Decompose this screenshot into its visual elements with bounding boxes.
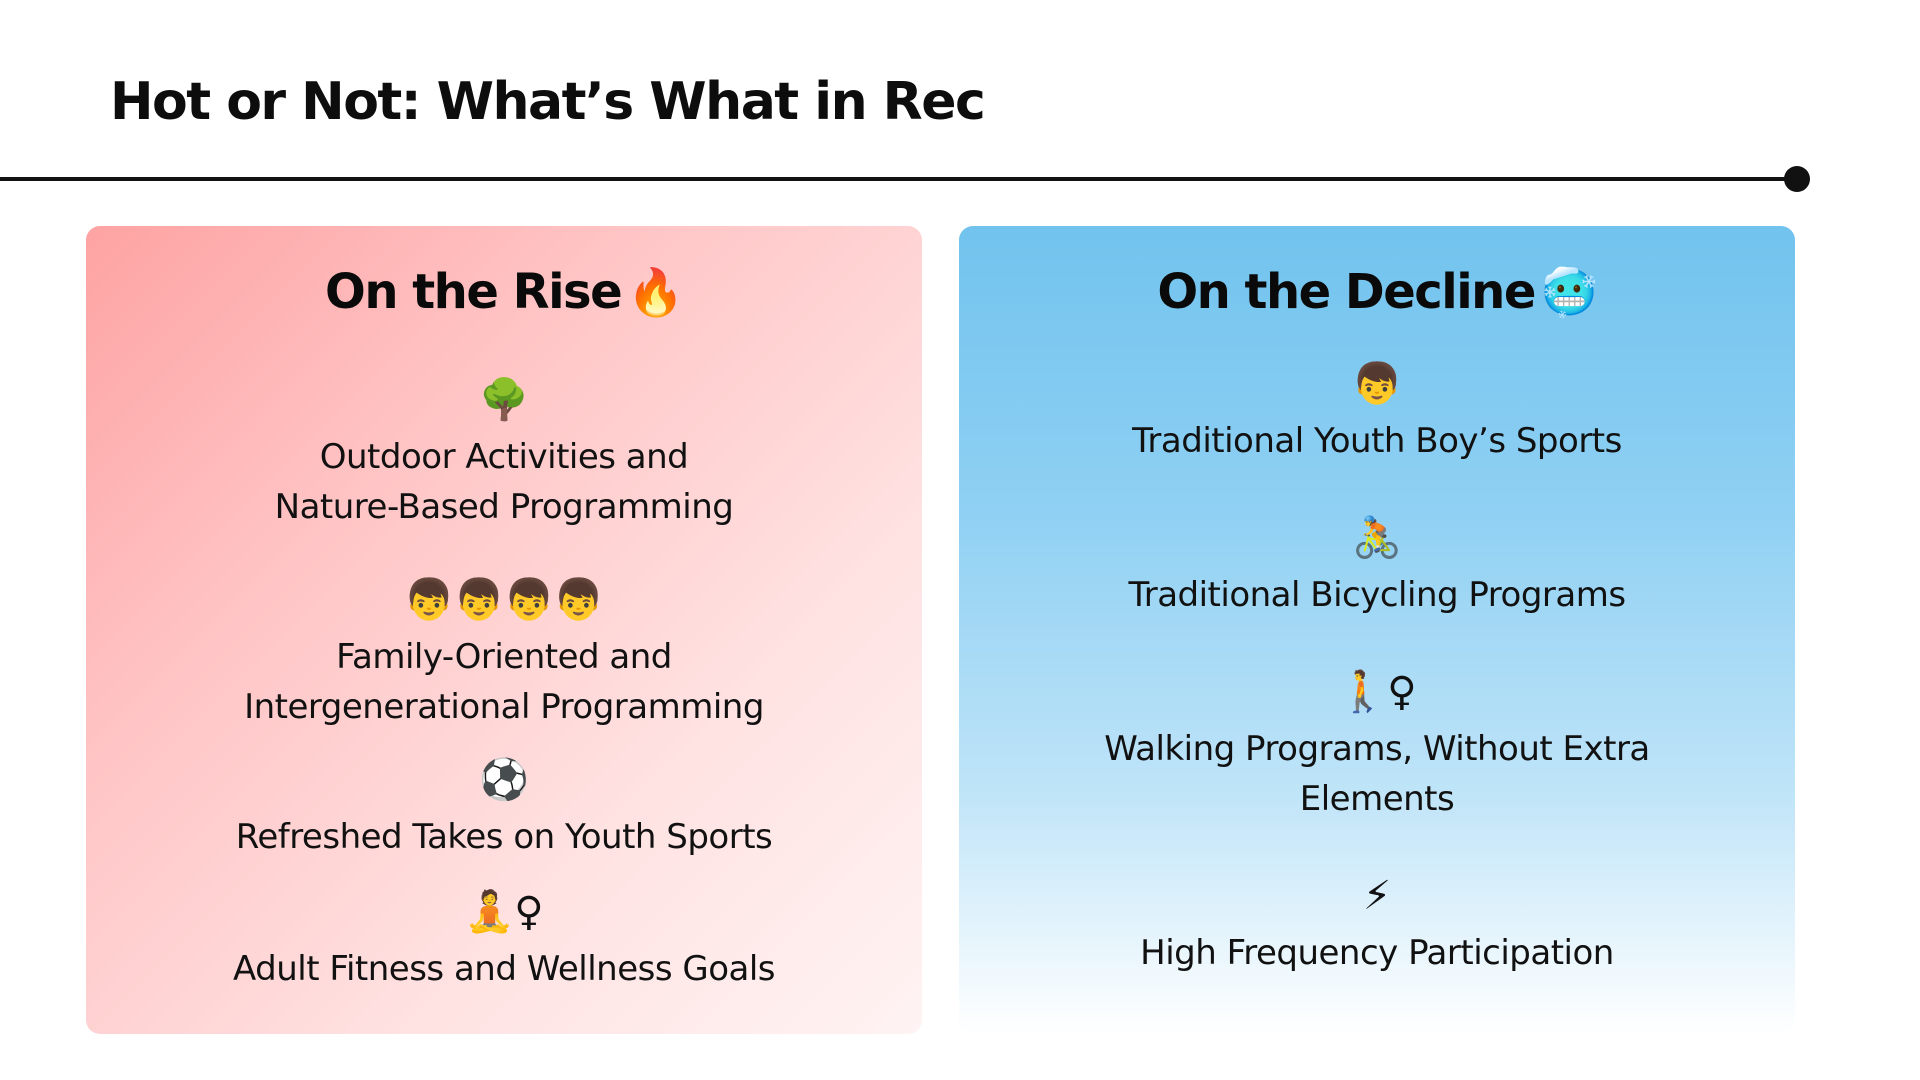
decline-item-label: Walking Programs, Without Extra Elements [1104,729,1650,819]
decline-item-walking: 🚶♀ Walking Programs, Without Extra Eleme… [959,666,1795,824]
family-faces-icon: 👦👦👦👦 [404,577,604,623]
rise-item-outdoor: 🌳 Outdoor Activities and Nature-Based Pr… [86,374,922,532]
decline-heading-text: On the Decline [1157,264,1536,320]
rise-item-adult-fitness: 🧘♀ Adult Fitness and Wellness Goals [86,886,922,994]
decline-heading: On the Decline 🥶 [959,264,1795,320]
on-the-decline-panel: On the Decline 🥶 👦 Traditional Youth Boy’… [959,226,1795,1034]
rise-item-label: Refreshed Takes on Youth Sports [235,817,773,857]
rise-item-family: 👦👦👦👦 Family-Oriented and Intergeneration… [86,574,922,732]
lightning-icon: ⚡ [1362,873,1392,919]
decline-item-label: Traditional Youth Boy’s Sports [1132,421,1622,461]
boy-face-icon: 👦 [1352,361,1402,407]
rise-item-youth-sports: ⚽ Refreshed Takes on Youth Sports [86,754,922,862]
tree-icon: 🌳 [479,377,529,423]
walking-female-icon: 🚶♀ [1337,669,1417,715]
decline-item-bicycling: 🚴 Traditional Bicycling Programs [959,512,1795,620]
rise-item-label: Adult Fitness and Wellness Goals [233,949,776,989]
soccer-ball-icon: ⚽ [479,757,529,803]
rise-item-label: Family-Oriented and Intergenerational Pr… [244,637,764,727]
rise-item-label: Outdoor Activities and Nature-Based Prog… [274,437,734,527]
cyclist-icon: 🚴 [1352,515,1402,561]
decline-item-high-frequency: ⚡ High Frequency Participation [959,870,1795,978]
decline-item-boys-sports: 👦 Traditional Youth Boy’s Sports [959,358,1795,466]
title-divider [0,177,1797,181]
rise-heading: On the Rise 🔥 [86,264,922,320]
divider-endpoint-dot [1784,166,1810,192]
on-the-rise-panel: On the Rise 🔥 🌳 Outdoor Activities and Na… [86,226,922,1034]
decline-item-label: High Frequency Participation [1140,933,1614,973]
cold-face-icon: 🥶 [1540,265,1598,319]
meditation-female-icon: 🧘♀ [464,889,544,935]
fire-icon: 🔥 [627,265,684,319]
slide-title: Hot or Not: What’s What in Rec [110,72,986,132]
rise-heading-text: On the Rise [325,264,623,320]
decline-item-label: Traditional Bicycling Programs [1128,575,1626,615]
